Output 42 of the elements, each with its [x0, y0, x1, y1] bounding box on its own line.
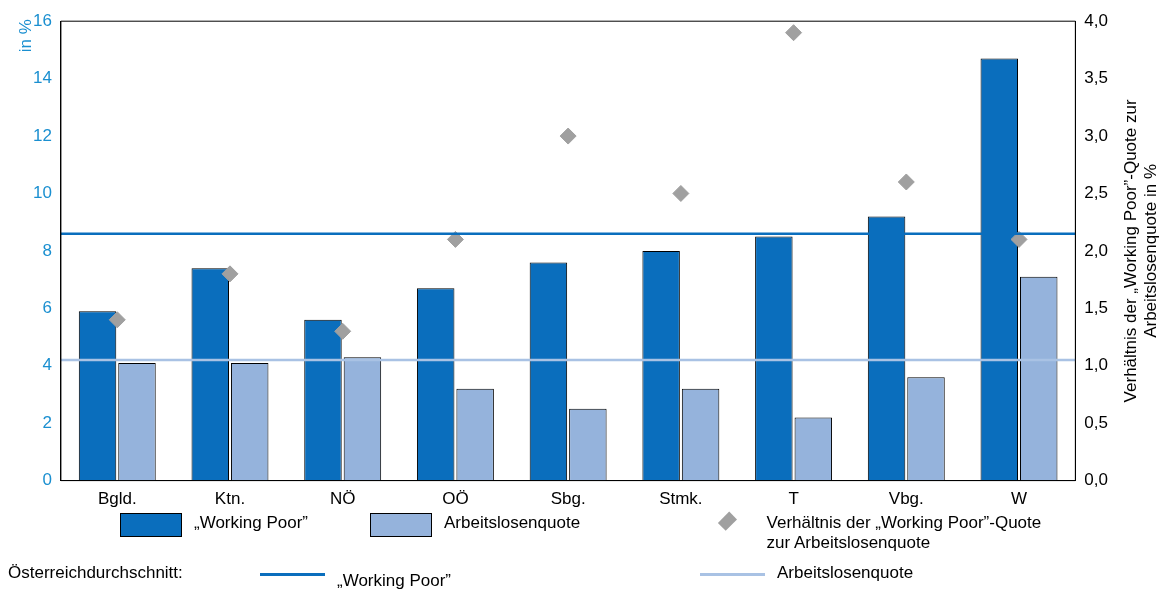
- point: [108, 311, 126, 329]
- x-tick-label: OÖ: [442, 489, 469, 509]
- point: [221, 265, 239, 283]
- y-tick-label: 6: [42, 298, 52, 318]
- legend-label: Arbeitslosenquote: [777, 563, 914, 583]
- x-tick-label: Stmk.: [659, 489, 703, 509]
- point: [785, 24, 803, 42]
- y-axis-title: in %: [15, 19, 35, 53]
- x-tick-label: Ktn.: [214, 489, 246, 509]
- y2-tick-label: 3,0: [1084, 125, 1109, 145]
- y-tick-label: 2: [42, 412, 52, 432]
- y2-tick-label: 2,0: [1084, 240, 1109, 260]
- point: [334, 322, 352, 340]
- y2-tick-label: 3,5: [1084, 68, 1109, 88]
- point: [559, 127, 577, 145]
- text: Österreichdurchschnitt:: [8, 563, 183, 582]
- y-tick-label: 4: [42, 355, 52, 375]
- point: [672, 184, 690, 202]
- y-tick-label: 0: [42, 470, 52, 490]
- legend-label: „Working Poor”: [337, 571, 451, 591]
- y2-axis-title: Verhältnis der „Working Poor”-Quote zur Arbeitslosenquote in %: [1120, 99, 1160, 403]
- legend-label: Arbeitslosenquote: [444, 513, 581, 533]
- legend-label: „Working Poor”: [194, 513, 308, 533]
- y-tick-label: 14: [32, 68, 52, 88]
- y2-tick-label: 1,0: [1084, 355, 1109, 375]
- point: [897, 173, 915, 191]
- x-tick-label: T: [788, 489, 799, 509]
- x-tick-label: Vbg.: [888, 489, 924, 509]
- y-tick-label: 8: [42, 240, 52, 260]
- y-tick-label: 10: [32, 183, 52, 203]
- x-tick-label: NÖ: [329, 489, 356, 509]
- y2-tick-label: 0,5: [1084, 412, 1109, 432]
- y2-tick-label: 4,0: [1084, 10, 1109, 30]
- x-tick-label: W: [1010, 489, 1028, 509]
- x-tick-label: Sbg.: [550, 489, 586, 509]
- y-tick-label: 12: [32, 125, 52, 145]
- y-tick-label: 16: [32, 10, 52, 30]
- legend-label: Verhältnis der „Working Poor”-Quote zur Arbeitslosenquote: [766, 513, 1043, 553]
- y2-tick-label: 2,5: [1084, 183, 1109, 203]
- x-tick-label: Bgld.: [97, 489, 137, 509]
- y2-tick-label: 1,5: [1084, 298, 1109, 318]
- y2-tick-label: 0,0: [1084, 470, 1109, 490]
